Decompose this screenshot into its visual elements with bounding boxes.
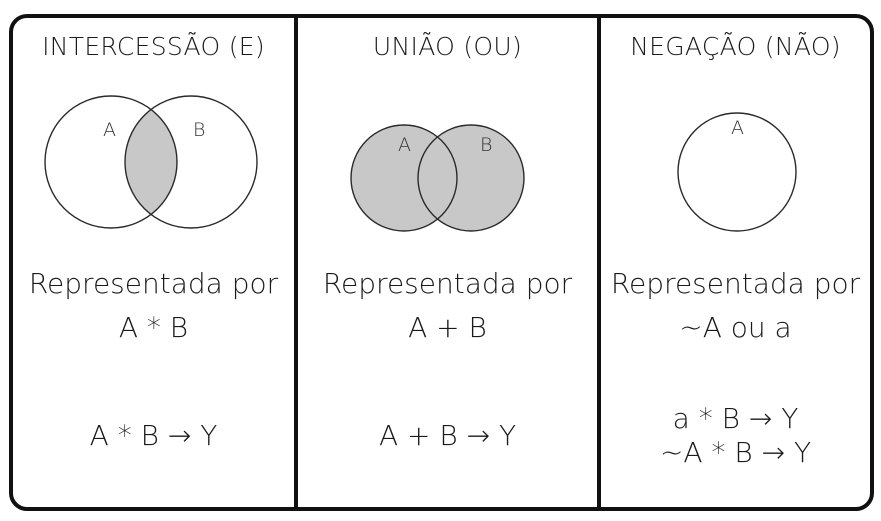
set-label-b: B: [480, 134, 492, 156]
representation-label: Representada por: [610, 267, 861, 300]
circle-b: [124, 95, 258, 229]
representation-expression: A + B: [408, 311, 487, 344]
panel-title-intersection: INTERCESSÃO (E): [42, 32, 265, 61]
representation-label: Representada por: [322, 267, 573, 300]
panel-intersection: INTERCESSÃO (E) A B Representada por A *…: [13, 14, 294, 511]
set-label-a: A: [731, 117, 744, 139]
panel-negation: NEGAÇÃO (NÃO) A Representada por ~A ou a…: [601, 14, 870, 511]
set-label-a: A: [103, 119, 116, 141]
set-label-b: B: [193, 119, 205, 141]
circle-a: [677, 112, 797, 232]
example-line: A + B → Y: [378, 419, 517, 452]
venn-diagram-union: A B: [350, 124, 525, 232]
representation-union: Representada por A + B: [298, 262, 597, 350]
examples-negation: a * B → Y ~A * B → Y: [601, 402, 870, 470]
example-intersection: A * B → Y: [13, 419, 294, 453]
example-line: a * B → Y: [672, 402, 799, 435]
representation-negation: Representada por ~A ou a: [601, 262, 870, 350]
venn-diagram-intersection: A B: [44, 95, 258, 229]
panel-title-negation: NEGAÇÃO (NÃO): [630, 32, 841, 61]
example-line: A * B → Y: [89, 419, 218, 452]
example-line: ~A * B → Y: [659, 436, 812, 469]
set-label-a: A: [398, 134, 411, 156]
circle-a: [44, 95, 178, 229]
union-shaded-b: [418, 125, 524, 231]
circle-b: [417, 124, 525, 232]
example-union: A + B → Y: [298, 419, 597, 453]
representation-expression: ~A ou a: [679, 311, 792, 344]
diagram-frame: [9, 14, 874, 511]
representation-intersection: Representada por A * B: [13, 262, 294, 350]
intersection-shaded-region: [125, 96, 177, 228]
panel-divider-2: [597, 14, 601, 511]
panel-title-union: UNIÃO (OU): [372, 32, 523, 61]
panel-divider-1: [294, 14, 298, 511]
representation-expression: A * B: [118, 311, 189, 344]
circle-a: [350, 124, 458, 232]
venn-diagram-negation: A: [677, 112, 797, 232]
panel-union: UNIÃO (OU) A B Representada por A + B A …: [298, 14, 597, 511]
representation-label: Representada por: [28, 267, 279, 300]
